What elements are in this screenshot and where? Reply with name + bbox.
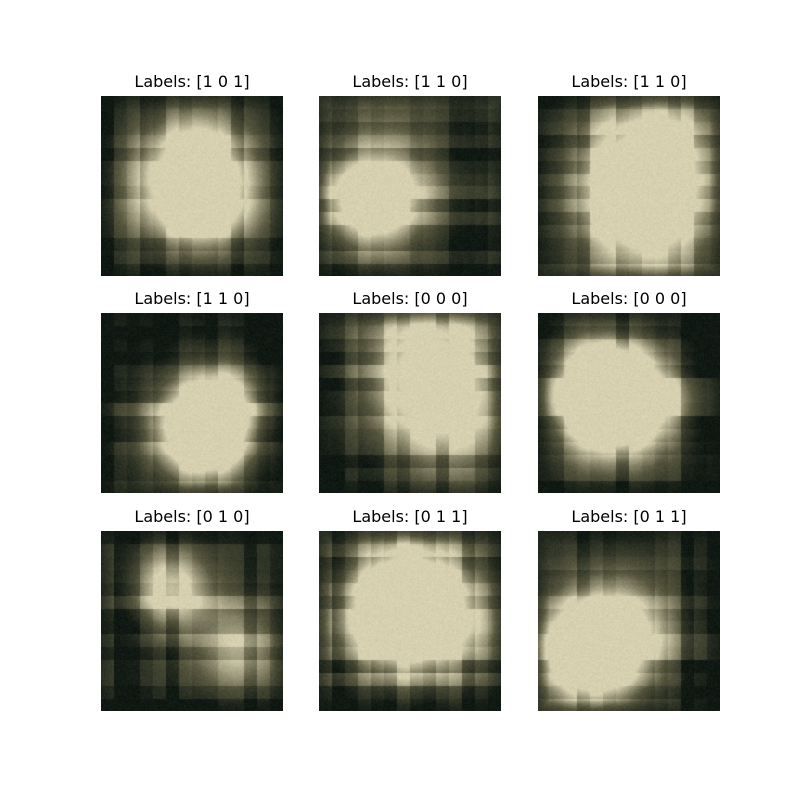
generated-image bbox=[319, 313, 501, 493]
panel-title: Labels: [0 1 1] bbox=[571, 507, 687, 526]
panel-title: Labels: [0 1 0] bbox=[134, 507, 250, 526]
generated-image bbox=[101, 313, 283, 493]
generated-image bbox=[101, 531, 283, 711]
generated-image bbox=[538, 313, 720, 493]
generated-image bbox=[319, 531, 501, 711]
panel-title: Labels: [0 1 1] bbox=[352, 507, 468, 526]
panel-title: Labels: [0 0 0] bbox=[352, 289, 468, 308]
generated-image bbox=[538, 531, 720, 711]
panel-title: Labels: [1 1 0] bbox=[571, 72, 687, 91]
generated-image bbox=[101, 96, 283, 276]
generated-image bbox=[538, 96, 720, 276]
panel-title: Labels: [1 0 1] bbox=[134, 72, 250, 91]
generated-image bbox=[319, 96, 501, 276]
panel-title: Labels: [1 1 0] bbox=[134, 289, 250, 308]
panel-title: Labels: [0 0 0] bbox=[571, 289, 687, 308]
panel-title: Labels: [1 1 0] bbox=[352, 72, 468, 91]
